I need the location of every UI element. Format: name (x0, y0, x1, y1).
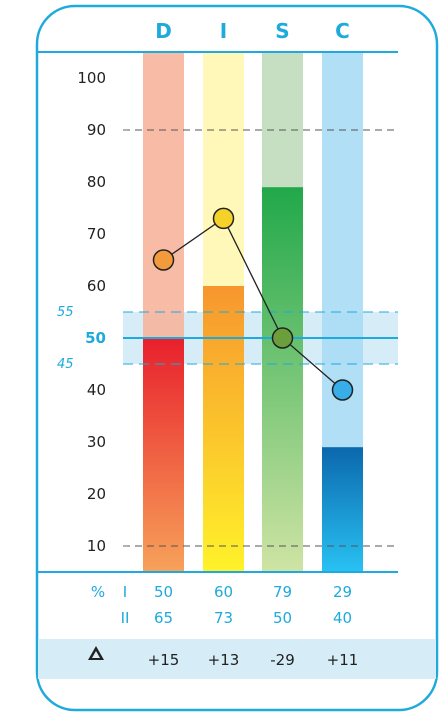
delta-row (38, 639, 436, 679)
row-label-I: I (123, 583, 127, 601)
point-C (331, 379, 354, 401)
bar-S (262, 187, 303, 572)
y-tick-60: 60 (87, 277, 106, 295)
y-band-low-label: 45 (57, 357, 74, 372)
y-tick-80: 80 (87, 173, 106, 191)
point-I (212, 207, 235, 230)
y-tick-70: 70 (87, 225, 106, 243)
delta-value-I: +13 (208, 651, 240, 669)
y-tick-100: 100 (77, 69, 106, 87)
percent-label: % (91, 583, 105, 601)
table-value-I-D: 50 (154, 583, 173, 601)
delta-value-C: +11 (327, 651, 359, 669)
y-tick-30: 30 (87, 433, 106, 451)
table-value-II-I: 73 (214, 609, 233, 627)
point-D (152, 249, 175, 271)
triangle-delta-icon (88, 646, 104, 660)
row-label-II: II (121, 609, 130, 627)
category-label-D: D (155, 19, 172, 43)
y-tick-40: 40 (87, 381, 106, 399)
y-band-high-label: 55 (57, 305, 74, 320)
delta-value-S: -29 (270, 651, 295, 669)
bar-C (322, 447, 363, 572)
y-tick-mid: 50 (85, 329, 106, 347)
y-tick-20: 20 (87, 485, 106, 503)
y-tick-90: 90 (87, 121, 106, 139)
bar-D (143, 338, 184, 572)
table-value-II-C: 40 (333, 609, 352, 627)
point-S (271, 327, 294, 349)
table-value-II-S: 50 (273, 609, 292, 627)
table-value-II-D: 65 (154, 609, 173, 627)
category-label-I: I (220, 19, 227, 43)
table-value-I-C: 29 (333, 583, 352, 601)
category-label-S: S (275, 19, 289, 43)
bar-I (203, 286, 244, 572)
delta-value-D: +15 (148, 651, 180, 669)
category-label-C: C (335, 19, 350, 43)
table-value-I-I: 60 (214, 583, 233, 601)
y-tick-10: 10 (87, 537, 106, 555)
table-value-I-S: 79 (273, 583, 292, 601)
series-II-line (163, 217, 343, 391)
